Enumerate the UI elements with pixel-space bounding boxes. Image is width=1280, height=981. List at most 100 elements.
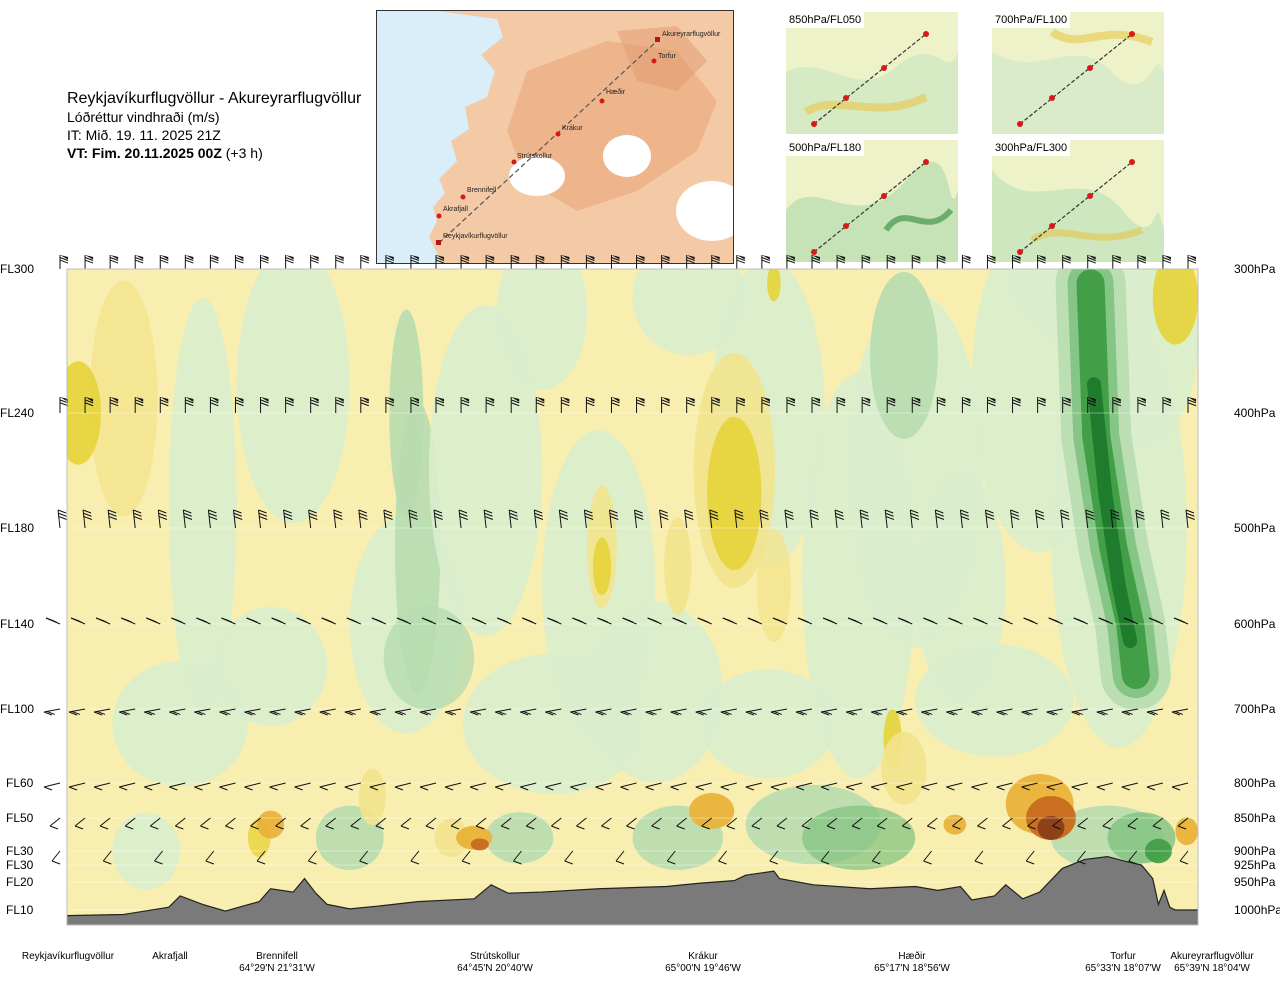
forecast-hint: (+3 h) bbox=[225, 145, 263, 161]
wind-barb bbox=[421, 617, 437, 625]
wind-barb bbox=[232, 509, 243, 529]
wind-barb bbox=[971, 708, 988, 716]
wind-barb bbox=[797, 617, 813, 625]
wind-barb bbox=[325, 817, 337, 830]
w-field-cell bbox=[236, 269, 350, 524]
wind-barb bbox=[1110, 509, 1120, 529]
map-label-torfur: Torfur bbox=[658, 53, 677, 60]
wind-barb bbox=[1102, 817, 1114, 830]
wind-barb bbox=[1021, 782, 1038, 791]
thumbnail-700hpa-label: 700hPa/FL100 bbox=[992, 12, 1071, 28]
pressure-level-label: 500hPa bbox=[1234, 521, 1276, 535]
wind-barb bbox=[845, 782, 863, 791]
wind-barb bbox=[1185, 509, 1195, 529]
wind-barb bbox=[560, 397, 570, 413]
wind-barb bbox=[1048, 617, 1063, 625]
flight-level-label: FL60 bbox=[6, 776, 34, 790]
valid-time-value: VT: Fim. 20.11.2025 00Z bbox=[67, 145, 222, 161]
updraft-band-outer bbox=[1055, 269, 1171, 710]
wind-barb bbox=[795, 782, 813, 791]
wind-barb bbox=[820, 708, 838, 716]
wind-barb bbox=[684, 509, 694, 529]
wind-barb bbox=[1171, 782, 1189, 791]
issue-time: IT: Mið. 19. 11. 2025 21Z bbox=[67, 127, 221, 143]
wind-barb bbox=[182, 509, 193, 529]
wind-barb bbox=[294, 708, 311, 716]
updraft-band-core bbox=[1086, 377, 1138, 648]
wind-barb bbox=[159, 255, 169, 269]
waypoint-coords: 64°29'N 21°31'W bbox=[239, 963, 315, 974]
wind-barb bbox=[726, 817, 738, 830]
wind-barb bbox=[986, 397, 996, 413]
wind-barb bbox=[601, 817, 612, 830]
wind-barb bbox=[770, 708, 788, 716]
wind-barb bbox=[310, 397, 319, 413]
wind-barb bbox=[570, 782, 587, 791]
thumbnail-850hpa-label: 850hPa/FL050 bbox=[786, 12, 865, 28]
wind-barb bbox=[695, 708, 712, 716]
map-point-akureyri bbox=[655, 37, 660, 42]
w-field-cell bbox=[89, 280, 158, 517]
w-field-cell bbox=[707, 416, 762, 571]
thumbnail-700hpa[interactable]: 700hPa/FL100 bbox=[992, 12, 1164, 134]
wind-barb bbox=[59, 397, 69, 413]
wind-barb bbox=[984, 509, 995, 529]
waypoint-coords: 65°33'N 18°07'W bbox=[1085, 963, 1161, 974]
wind-barb bbox=[225, 817, 236, 830]
wind-barb bbox=[1025, 850, 1035, 865]
wind-barb bbox=[809, 509, 819, 529]
wind-barb bbox=[497, 617, 512, 625]
pressure-level-label: 800hPa bbox=[1234, 776, 1276, 790]
w-field-cell bbox=[67, 361, 101, 465]
terrain-profile bbox=[67, 855, 1198, 925]
wind-barb bbox=[119, 782, 136, 791]
wind-barb bbox=[961, 255, 971, 269]
thumbnail-500hpa[interactable]: 500hPa/FL180 bbox=[786, 140, 958, 262]
w-field-cell bbox=[1050, 805, 1165, 870]
wind-barb bbox=[572, 617, 587, 625]
wind-barb bbox=[822, 617, 838, 625]
wind-barb bbox=[157, 509, 168, 529]
route-map[interactable]: Akureyrarflugvöllur Torfur Hæðir Krákur … bbox=[376, 10, 734, 264]
wind-barb bbox=[770, 782, 788, 791]
wind-barb bbox=[811, 397, 821, 413]
w-field-cell bbox=[315, 805, 384, 870]
wind-barb bbox=[146, 617, 161, 625]
wind-barb bbox=[1077, 817, 1089, 830]
wind-barb bbox=[886, 397, 896, 413]
wind-barb bbox=[845, 708, 863, 716]
flight-level-label: FL100 bbox=[0, 702, 35, 716]
wind-barb bbox=[672, 617, 687, 625]
waypoint-label: Reykjavíkurflugvöllur bbox=[22, 951, 114, 963]
wind-barb bbox=[585, 397, 595, 413]
wind-barb bbox=[666, 850, 676, 865]
thumbnail-300hpa[interactable]: 300hPa/FL300 bbox=[992, 140, 1164, 262]
wind-barb bbox=[1062, 397, 1071, 413]
wind-barb bbox=[419, 782, 437, 791]
pressure-level-label: 900hPa bbox=[1234, 844, 1276, 858]
wind-barb bbox=[873, 617, 888, 625]
wind-barb bbox=[826, 817, 838, 830]
pressure-level-label: 850hPa bbox=[1234, 811, 1276, 825]
wind-barb bbox=[547, 617, 562, 625]
wind-barb bbox=[256, 850, 266, 865]
wind-barb bbox=[495, 782, 512, 791]
wind-barb bbox=[776, 817, 788, 830]
thumbnail-850hpa[interactable]: 850hPa/FL050 bbox=[786, 12, 958, 134]
wind-barb bbox=[82, 509, 92, 529]
wind-barb bbox=[720, 708, 737, 716]
wind-barb bbox=[184, 397, 194, 413]
wind-barb bbox=[720, 782, 737, 791]
wind-barb bbox=[194, 708, 211, 716]
wind-barb bbox=[132, 509, 143, 529]
w-field-cell bbox=[592, 537, 612, 596]
wind-barb bbox=[1071, 782, 1088, 791]
wind-barb bbox=[209, 255, 219, 269]
pressure-level-label: 700hPa bbox=[1234, 702, 1276, 716]
wind-barb bbox=[1012, 397, 1021, 413]
wind-barb bbox=[360, 255, 369, 269]
thumbnail-300hpa-label: 300hPa/FL300 bbox=[992, 140, 1071, 156]
map-label-akureyri: Akureyrarflugvöllur bbox=[662, 31, 721, 38]
wind-barb bbox=[1162, 397, 1172, 413]
lee-wave-cell bbox=[1037, 815, 1065, 840]
